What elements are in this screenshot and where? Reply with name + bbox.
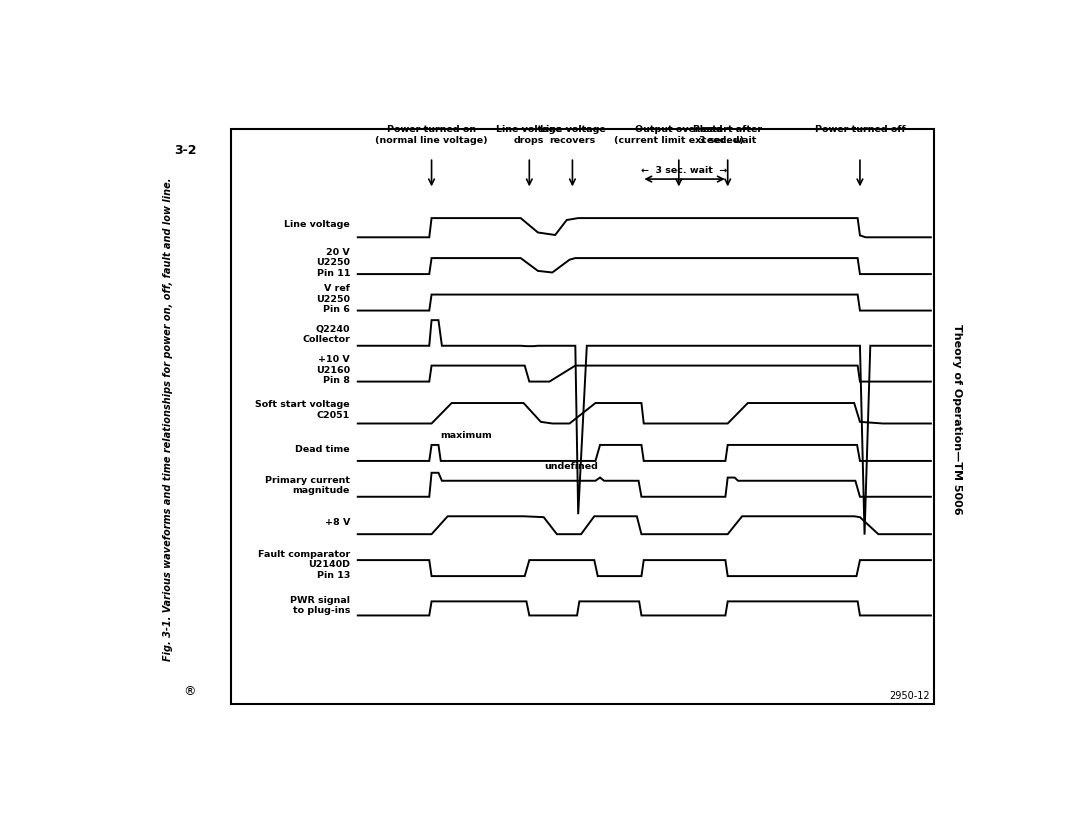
Text: PWR signal
to plug-ins: PWR signal to plug-ins <box>291 596 350 615</box>
Text: Line voltage
recovers: Line voltage recovers <box>540 125 605 145</box>
Text: ®: ® <box>184 685 195 698</box>
Text: undefined: undefined <box>544 462 598 471</box>
Text: Power turned off: Power turned off <box>814 125 905 135</box>
Text: Fault comparator
U2140D
Pin 13: Fault comparator U2140D Pin 13 <box>258 550 350 580</box>
Text: Line voltage: Line voltage <box>284 220 350 229</box>
Text: 20 V
U2250
Pin 11: 20 V U2250 Pin 11 <box>316 248 350 278</box>
Text: Theory of Operation—TM 5006: Theory of Operation—TM 5006 <box>951 324 962 515</box>
Text: Output overload
(current limit exceeded): Output overload (current limit exceeded) <box>613 125 744 145</box>
Text: Primary current
magnitude: Primary current magnitude <box>265 476 350 495</box>
Text: Fig. 3-1. Various waveforms and time relationships for power on, off, fault and : Fig. 3-1. Various waveforms and time rel… <box>163 178 174 661</box>
Text: ←  3 sec. wait  →: ← 3 sec. wait → <box>642 165 728 175</box>
Text: Dead time: Dead time <box>296 445 350 455</box>
Text: maximum: maximum <box>441 430 491 440</box>
Bar <box>231 129 934 705</box>
Text: 3-2: 3-2 <box>174 145 197 157</box>
Text: Q2240
Collector: Q2240 Collector <box>302 325 350 344</box>
Text: Restart after
3 sec. wait: Restart after 3 sec. wait <box>693 125 762 145</box>
Text: Line voltage
drops: Line voltage drops <box>497 125 563 145</box>
Text: Soft start voltage
C2051: Soft start voltage C2051 <box>256 401 350 420</box>
Text: +10 V
U2160
Pin 8: +10 V U2160 Pin 8 <box>316 356 350 386</box>
Text: 2950-12: 2950-12 <box>890 691 930 701</box>
Text: +8 V: +8 V <box>325 518 350 527</box>
Text: V ref
U2250
Pin 6: V ref U2250 Pin 6 <box>316 284 350 314</box>
Text: Power turned on
(normal line voltage): Power turned on (normal line voltage) <box>375 125 488 145</box>
